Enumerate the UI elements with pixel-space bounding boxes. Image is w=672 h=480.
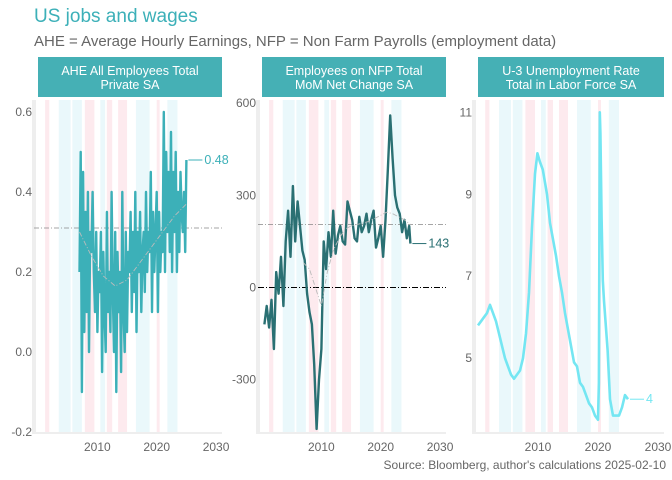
- panel1-x-tick-label: 2010: [84, 440, 111, 454]
- panel1-header-box: [38, 57, 222, 97]
- panel2-left-band: [256, 100, 260, 432]
- panel3-left-band: [472, 100, 476, 432]
- panel1-y-tick-label: 0.4: [15, 185, 32, 199]
- panel1-y-tick-label: 0.2: [15, 265, 32, 279]
- panel3-shade-band: [559, 100, 568, 432]
- panel2-shade-band: [380, 100, 384, 432]
- panel3-header-line: Total in Labor Force SA: [506, 78, 637, 92]
- panel1-x-tick-label: 2020: [143, 440, 170, 454]
- panel3-y-tick-label: 11: [460, 105, 473, 119]
- panel3-x-tick-label: 2020: [585, 440, 612, 454]
- chart-subtitle: AHE = Average Hourly Earnings, NFP = Non…: [34, 33, 557, 50]
- panel2-shade-band: [359, 100, 374, 432]
- panel2-series-line: [263, 114, 412, 431]
- panel1-y-tick-label: 0.0: [15, 345, 32, 359]
- panel2-y-tick-label: 600: [236, 96, 256, 110]
- panel2-shade-band: [308, 100, 319, 432]
- panel2-shade-band: [391, 100, 402, 432]
- chart-title: US jobs and wages: [34, 6, 198, 27]
- panel2-shade-band: [330, 100, 337, 432]
- panel3-shade-band: [608, 100, 619, 432]
- panel2-y-tick-label: 0: [249, 281, 256, 295]
- panel2-header-line: MoM Net Change SA: [295, 78, 414, 92]
- panel3-x-tick-label: 2030: [645, 440, 672, 454]
- panel1-y-tick-label: 0.6: [15, 105, 32, 119]
- panel2-header-box: [262, 57, 446, 97]
- panel1-left-band: [32, 100, 36, 432]
- panel3-series-line: [476, 111, 630, 422]
- panel2-header-line: Employees on NFP Total: [285, 64, 422, 78]
- panel1-shade-band: [72, 100, 82, 432]
- panel3-shade-band: [485, 100, 490, 432]
- panel3-shade-band: [499, 100, 511, 432]
- panel3-shade-band: [577, 100, 591, 432]
- panel2-shade-band: [296, 100, 306, 432]
- panel2-x-tick-label: 2010: [308, 440, 335, 454]
- panel3-last-value-label: 4: [646, 392, 653, 406]
- panel2-last-value-label: 143: [428, 237, 449, 251]
- panel2-shade-band: [342, 100, 352, 432]
- panel3-header-box: [478, 57, 664, 97]
- panel3-shade-band: [541, 100, 546, 432]
- panel3-shade-band: [512, 100, 523, 432]
- panel2-shade-band: [282, 100, 295, 432]
- panel2-x-tick-label: 2020: [367, 440, 394, 454]
- panel2-x-tick-label: 2030: [427, 440, 454, 454]
- panel1-last-value-label: 0.48: [204, 153, 228, 167]
- panel1-header-line: AHE All Employees Total: [61, 64, 198, 78]
- source-note: Source: Bloomberg, author's calculations…: [383, 458, 666, 472]
- panel3-x-tick-label: 2010: [525, 440, 552, 454]
- panel1-y-tick-label: -0.2: [11, 425, 32, 439]
- panel1-shade-band: [58, 100, 71, 432]
- panel3-shade-band: [547, 100, 553, 432]
- panel1-x-tick-label: 2030: [203, 440, 230, 454]
- panel2-y-tick-label: 300: [236, 188, 256, 202]
- panel3-y-tick-label: 9: [465, 187, 472, 201]
- panel2-y-tick-label: -300: [232, 373, 256, 387]
- panel3-y-tick-label: 7: [465, 269, 472, 283]
- panel2-shade-band: [269, 100, 274, 432]
- panel3-y-tick-label: 5: [465, 351, 472, 365]
- panel3-header-line: U-3 Unemployment Rate: [502, 64, 640, 78]
- panel1-header-line: Private SA: [100, 78, 160, 92]
- panel1-series-line: [78, 110, 188, 394]
- panel1-shade-band: [106, 100, 113, 432]
- panel2-trend-line: [303, 211, 411, 307]
- panel1-shade-band: [45, 100, 50, 432]
